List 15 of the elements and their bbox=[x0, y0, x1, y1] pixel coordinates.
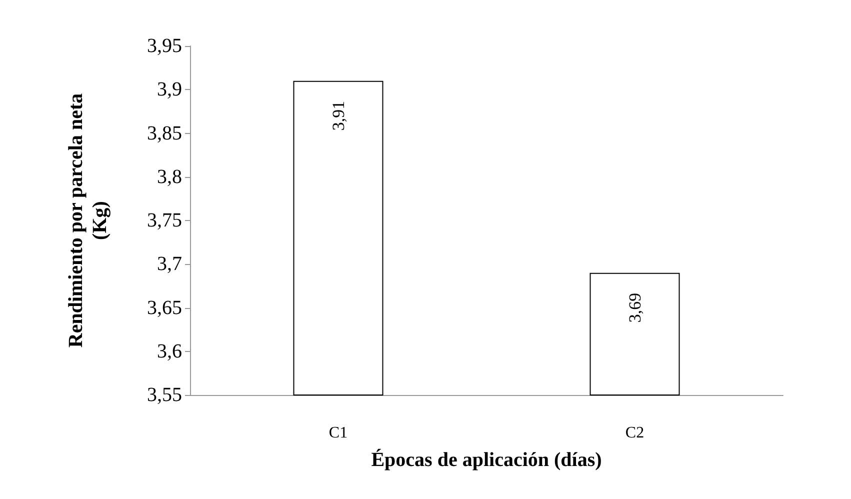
y-tick-label: 3,65 bbox=[147, 296, 182, 319]
x-tick-label: C1 bbox=[328, 424, 348, 442]
y-tick-label: 3,6 bbox=[157, 340, 182, 362]
y-tick-label: 3,9 bbox=[157, 78, 182, 101]
y-tick-label: 3,7 bbox=[157, 253, 182, 276]
data-label: 3,69 bbox=[625, 292, 644, 323]
y-tick-label: 3,85 bbox=[147, 122, 182, 144]
y-axis-title: Rendimiento por parcela neta (Kg) bbox=[65, 93, 111, 348]
x-axis-title: Épocas de aplicación (días) bbox=[371, 448, 602, 471]
data-label: 3,91 bbox=[328, 100, 348, 131]
y-tick-label: 3,55 bbox=[147, 384, 182, 406]
y-tick-label: 3,8 bbox=[157, 166, 182, 188]
y-tick-label: 3,95 bbox=[147, 35, 182, 57]
y-tick-label: 3,75 bbox=[147, 210, 182, 232]
x-tick-label: C2 bbox=[625, 424, 644, 442]
